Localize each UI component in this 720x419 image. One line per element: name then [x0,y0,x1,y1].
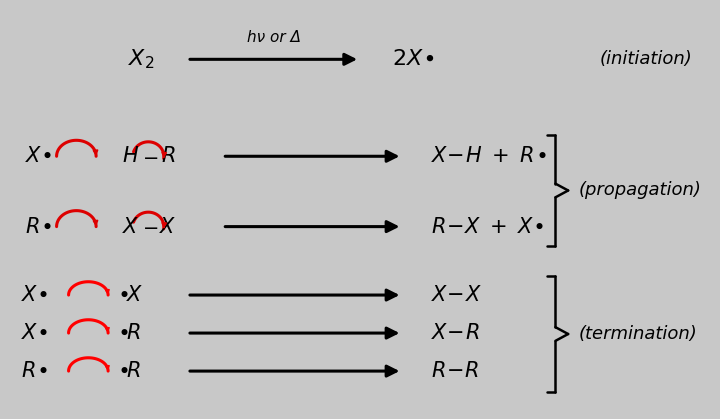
Text: $R$: $R$ [161,146,176,166]
Text: $X$: $X$ [122,217,140,237]
Text: (propagation): (propagation) [579,181,701,199]
Text: (initiation): (initiation) [599,50,692,68]
Text: $X_2$: $X_2$ [128,47,155,71]
Text: $X\!-\!H\ +\ R\!\bullet$: $X\!-\!H\ +\ R\!\bullet$ [431,146,546,166]
Text: $-$: $-$ [142,217,158,236]
Text: $R\!-\!R$: $R\!-\!R$ [431,361,479,381]
Text: $X\!-\!X$: $X\!-\!X$ [431,285,481,305]
Text: hν or Δ: hν or Δ [247,30,300,45]
Text: $2X\!\bullet$: $2X\!\bullet$ [392,49,434,69]
Text: $R\!-\!X\ +\ X\!\bullet$: $R\!-\!X\ +\ X\!\bullet$ [431,217,544,237]
Text: $X\!\bullet$: $X\!\bullet$ [22,285,49,305]
Text: $X$: $X$ [159,217,177,237]
Text: $H$: $H$ [122,146,139,166]
Text: $-$: $-$ [142,147,158,166]
Text: $\bullet\!R$: $\bullet\!R$ [117,323,141,343]
Text: $X\!-\!R$: $X\!-\!R$ [431,323,479,343]
Text: $\bullet\!X$: $\bullet\!X$ [117,285,143,305]
Text: $X\!\bullet$: $X\!\bullet$ [22,323,49,343]
Text: $X\!\bullet$: $X\!\bullet$ [24,146,53,166]
Text: $\bullet\!R$: $\bullet\!R$ [117,361,141,381]
Text: (termination): (termination) [579,325,698,343]
Text: $R\!\bullet$: $R\!\bullet$ [24,217,52,237]
Text: $R\!\bullet$: $R\!\bullet$ [22,361,48,381]
